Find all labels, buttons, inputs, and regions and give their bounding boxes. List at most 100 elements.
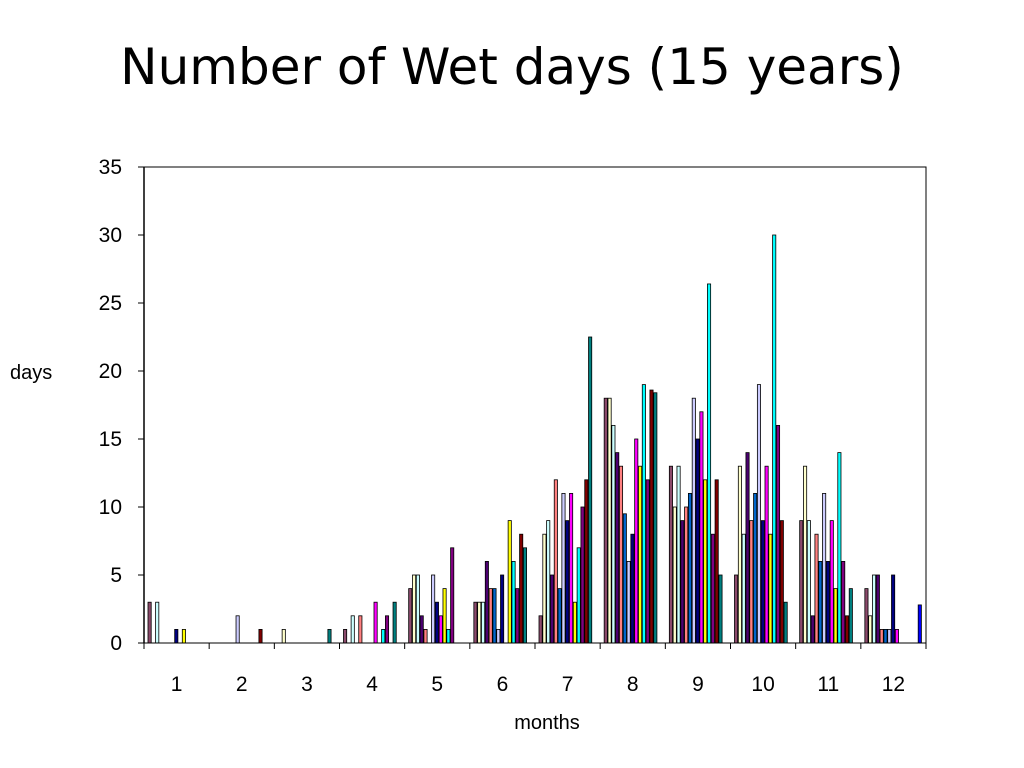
bar-month-8-series-1	[604, 398, 607, 643]
bar-month-8-series-6	[623, 514, 626, 643]
x-tick-label: 3	[301, 673, 313, 696]
bar-month-8-series-3	[612, 425, 615, 643]
y-axis-ticks: 0 5 10 15 20 25 30 35	[99, 156, 144, 655]
bar-month-10-series-3	[742, 534, 745, 643]
x-tick-label: 6	[497, 673, 509, 696]
bar-month-4-series-12	[385, 616, 388, 643]
bar-month-6-series-13	[520, 534, 523, 643]
bar-month-7-series-5	[554, 480, 557, 643]
bar-month-10-series-2	[738, 466, 741, 643]
bar-month-8-series-11	[642, 385, 645, 643]
bar-month-8-series-8	[631, 534, 634, 643]
bar-month-11-series-1	[800, 521, 803, 643]
bar-month-9-series-3	[677, 466, 680, 643]
bar-month-11-series-9	[830, 521, 833, 643]
bar-month-10-series-7	[757, 385, 760, 643]
bar-month-12-series-1	[865, 589, 868, 643]
bar-month-6-series-14	[523, 548, 526, 643]
bar-month-9-series-10	[704, 480, 707, 643]
y-tick-label: 30	[99, 224, 122, 247]
bar-month-9-series-14	[719, 575, 722, 643]
bar-month-4-series-14	[393, 602, 396, 643]
bar-month-11-series-5	[815, 534, 818, 643]
bar-month-10-series-11	[773, 235, 776, 643]
y-tick-label: 0	[110, 632, 122, 655]
bar-month-11-series-10	[834, 589, 837, 643]
bar-month-8-series-10	[638, 466, 641, 643]
bar-month-12-series-5	[880, 629, 883, 643]
bar-month-6-series-5	[489, 589, 492, 643]
x-tick-label: 2	[236, 673, 248, 696]
bar-month-7-series-9	[569, 493, 572, 643]
bar-month-9-series-5	[685, 507, 688, 643]
bar-month-9-series-6	[688, 493, 691, 643]
bar-month-11-series-11	[838, 453, 841, 643]
bar-month-5-series-7	[432, 575, 435, 643]
bar-month-1-series-1	[148, 602, 151, 643]
y-tick-label: 15	[99, 428, 122, 451]
bar-month-5-series-11	[447, 629, 450, 643]
bar-month-7-series-12	[581, 507, 584, 643]
x-tick-label: 7	[562, 673, 574, 696]
x-tick-label: 9	[692, 673, 704, 696]
bar-month-12-series-3	[872, 575, 875, 643]
x-tick-label: 5	[431, 673, 443, 696]
bar-month-9-series-2	[673, 507, 676, 643]
bar-month-10-series-1	[735, 575, 738, 643]
bar-month-9-series-1	[669, 466, 672, 643]
bar-month-5-series-1	[409, 589, 412, 643]
bar-month-6-series-6	[493, 589, 496, 643]
bar-month-10-series-4	[746, 453, 749, 643]
bar-month-8-series-4	[616, 453, 619, 643]
bar-month-1-series-3	[156, 602, 159, 643]
bar-month-8-series-13	[650, 390, 653, 643]
bar-month-7-series-3	[547, 521, 550, 643]
bar-month-6-series-4	[485, 561, 488, 643]
bar-month-5-series-9	[439, 616, 442, 643]
x-tick-label: 12	[882, 673, 905, 696]
y-tick-label: 35	[99, 156, 122, 179]
bar-month-5-series-2	[412, 575, 415, 643]
bar-month-3-series-14	[328, 629, 331, 643]
bar-month-2-series-13	[259, 629, 262, 643]
bar-month-12-series-4	[876, 575, 879, 643]
bar-month-1-series-8	[175, 629, 178, 643]
x-axis-ticks: 1 2 3 4 5 6 7 8 9 10 11 12	[144, 643, 926, 696]
bar-month-5-series-12	[451, 548, 454, 643]
bar-month-6-series-12	[516, 589, 519, 643]
bar-month-6-series-11	[512, 561, 515, 643]
bar-month-7-series-8	[566, 521, 569, 643]
bar-month-4-series-1	[344, 629, 347, 643]
bar-month-10-series-5	[750, 521, 753, 643]
bar-month-4-series-3	[351, 616, 354, 643]
y-tick-label: 25	[99, 292, 122, 315]
bar-month-9-series-9	[700, 412, 703, 643]
x-tick-label: 4	[366, 673, 378, 696]
bar-month-7-series-7	[562, 493, 565, 643]
bar-month-10-series-12	[776, 425, 779, 643]
bar-month-7-series-10	[573, 602, 576, 643]
bar-month-6-series-10	[508, 521, 511, 643]
bar-month-8-series-5	[619, 466, 622, 643]
x-tick-label: 1	[171, 673, 183, 696]
bar-month-9-series-7	[692, 398, 695, 643]
bar-month-9-series-4	[681, 521, 684, 643]
bar-month-6-series-7	[497, 629, 500, 643]
bar-month-10-series-6	[754, 493, 757, 643]
x-axis-title: months	[514, 712, 580, 734]
x-tick-label: 8	[627, 673, 639, 696]
bar-month-5-series-4	[420, 616, 423, 643]
bar-month-6-series-8	[501, 575, 504, 643]
bar-month-11-series-14	[849, 589, 852, 643]
bar-month-11-series-4	[811, 616, 814, 643]
bar-month-8-series-2	[608, 398, 611, 643]
bar-month-9-series-11	[707, 284, 710, 643]
bar-month-11-series-6	[819, 561, 822, 643]
bar-month-10-series-9	[765, 466, 768, 643]
bar-month-4-series-5	[359, 616, 362, 643]
bar-month-6-series-2	[478, 602, 481, 643]
bar-month-12-series-9	[895, 629, 898, 643]
bar-month-11-series-13	[845, 616, 848, 643]
bar-month-4-series-9	[374, 602, 377, 643]
bar-month-12-series-2	[869, 616, 872, 643]
